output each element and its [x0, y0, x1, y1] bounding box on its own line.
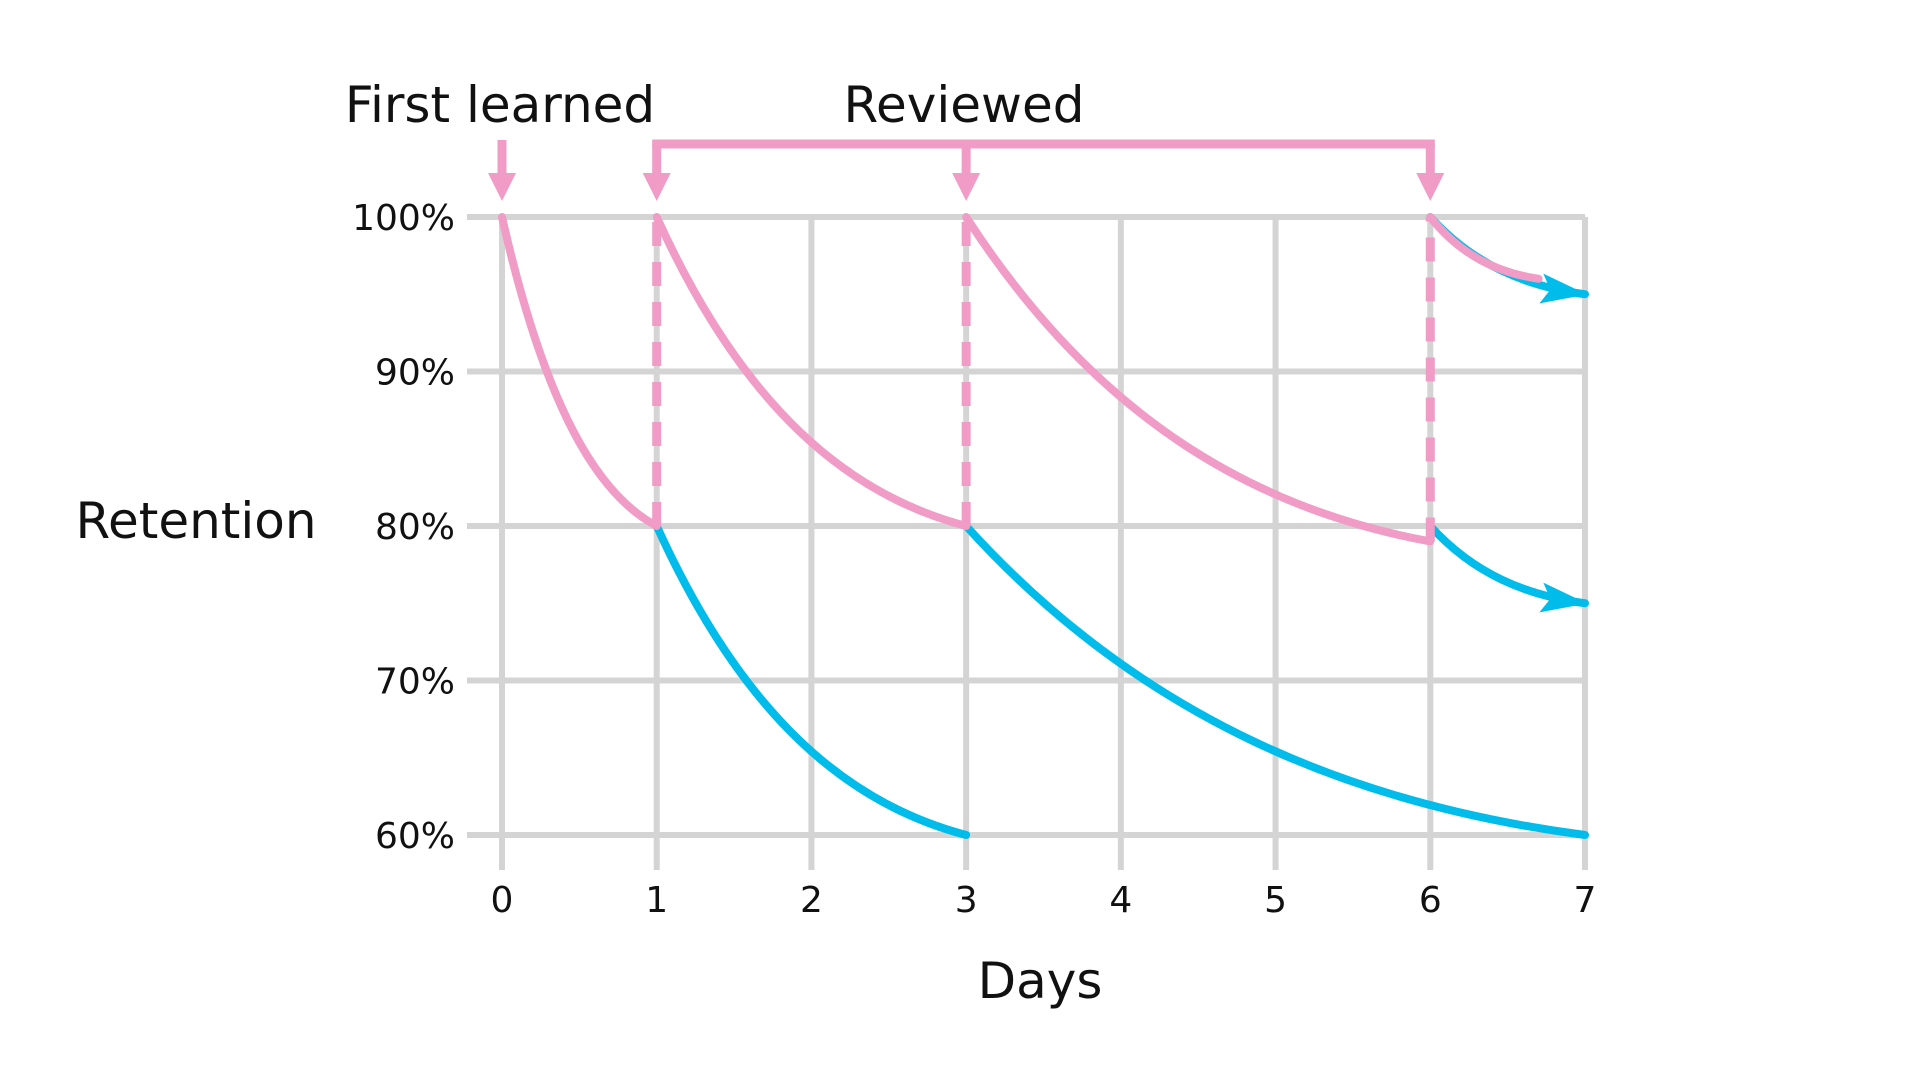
reviewed-arrow-head: [952, 173, 981, 201]
review-annotations: [488, 139, 1445, 201]
forgetting-curve: [652, 522, 971, 839]
forgetting-curve: [962, 522, 1589, 839]
y-axis-title: Retention: [75, 492, 316, 550]
grid: [467, 214, 1588, 870]
forgetting-curve: [1426, 213, 1589, 304]
x-tick-label: 4: [1109, 880, 1132, 921]
x-tick-label: 0: [491, 880, 514, 921]
y-tick-label: 70%: [375, 662, 455, 703]
reviewed-curve: [962, 213, 1435, 546]
reviewed-curves: [498, 213, 1543, 546]
y-tick-label: 60%: [375, 816, 455, 857]
x-axis-title: Days: [978, 952, 1103, 1010]
y-tick-label: 100%: [352, 198, 455, 239]
reviewed-curve: [498, 213, 661, 530]
reviewed-curve: [1426, 213, 1543, 283]
reviewed-curve: [652, 213, 971, 530]
reviewed-label: Reviewed: [844, 76, 1085, 134]
x-tick-label: 5: [1264, 880, 1287, 921]
x-tick-label: 7: [1574, 880, 1597, 921]
x-tick-label: 2: [800, 880, 823, 921]
reviewed-arrow-head: [1416, 173, 1445, 201]
first-learned-label: First learned: [345, 76, 655, 134]
forgetting-curve: [1426, 522, 1589, 613]
x-tick-label: 1: [645, 880, 668, 921]
x-tick-label: 6: [1419, 880, 1442, 921]
first-learned-arrow-head: [488, 173, 516, 201]
reviewed-arrow-head: [642, 173, 671, 201]
tick-labels: 0 1 2 3 4 5 6 7 60% 70% 80% 90% 100%: [352, 198, 1596, 921]
x-tick-label: 3: [955, 880, 978, 921]
y-tick-label: 90%: [375, 353, 455, 394]
y-tick-label: 80%: [375, 507, 455, 548]
